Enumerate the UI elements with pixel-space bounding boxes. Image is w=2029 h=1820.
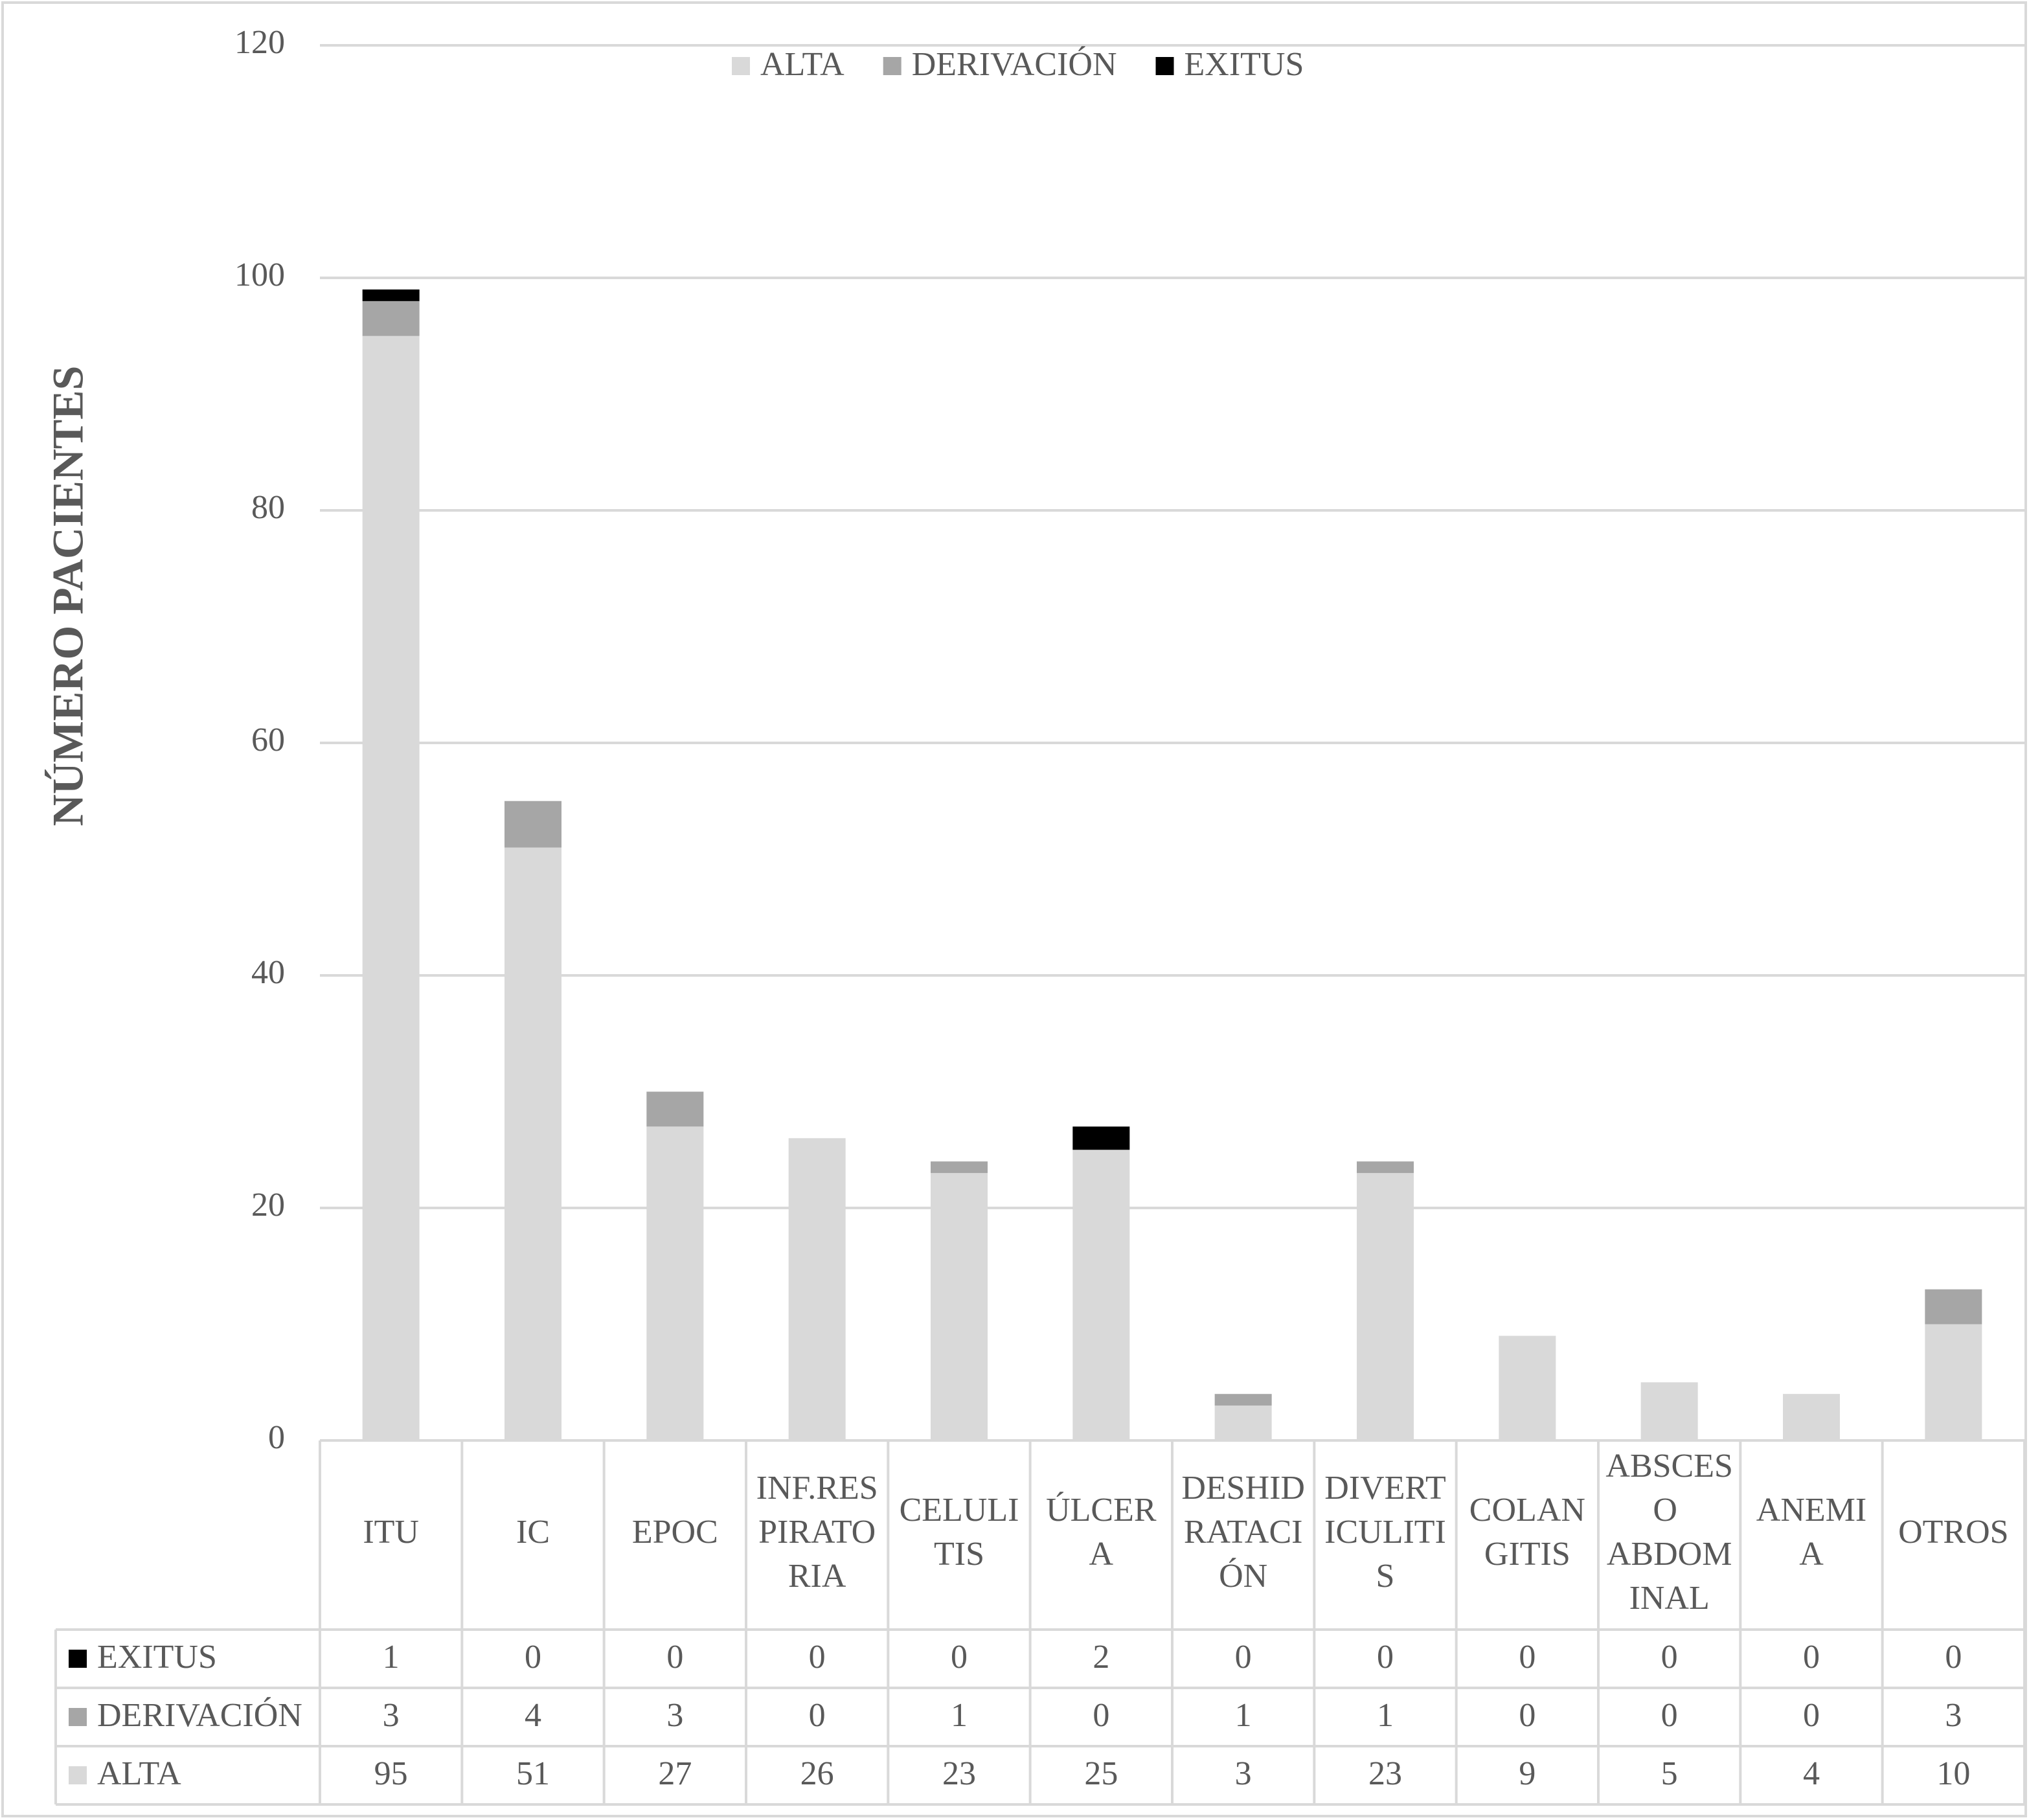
table-value: 0 — [1377, 1639, 1394, 1676]
table-value: 0 — [1235, 1639, 1252, 1676]
x-tick-label: INF.RES PIRATO RIA — [756, 1470, 878, 1595]
x-tick-label: IC — [516, 1514, 550, 1551]
bar-segment — [1214, 1405, 1272, 1440]
bar-segment — [1925, 1324, 1982, 1440]
bar-segment — [931, 1173, 988, 1440]
table-value: 3 — [1945, 1697, 1962, 1734]
x-tick-label: ANEMI A — [1756, 1492, 1866, 1573]
table-value: 0 — [666, 1639, 683, 1676]
table-value: 3 — [1235, 1755, 1252, 1792]
y-tick-label: 20 — [251, 1187, 285, 1223]
legend-label: DERIVACIÓN — [912, 45, 1117, 83]
y-tick-label: 120 — [234, 24, 285, 61]
table-value: 0 — [1519, 1697, 1536, 1734]
table-value: 51 — [516, 1755, 550, 1792]
legend-swatch — [883, 57, 901, 75]
bar-segment — [1357, 1161, 1414, 1174]
table-value: 1 — [383, 1639, 400, 1676]
table-value: 25 — [1084, 1755, 1118, 1792]
table-value: 3 — [383, 1697, 400, 1734]
bar-segment — [362, 336, 420, 1440]
table-value: 0 — [1093, 1697, 1109, 1734]
table-value: 0 — [1661, 1697, 1678, 1734]
table-value: 26 — [800, 1755, 834, 1792]
bar-segment — [362, 301, 420, 336]
table-value: 1 — [951, 1697, 968, 1734]
bar-segment — [1783, 1394, 1840, 1440]
table-value: 0 — [809, 1697, 826, 1734]
bar-segment — [646, 1126, 704, 1440]
bar-segment — [646, 1091, 704, 1127]
table-value: 95 — [374, 1755, 408, 1792]
table-value: 4 — [525, 1697, 541, 1734]
legend-label: EXITUS — [1185, 46, 1304, 83]
legend-key — [69, 1708, 87, 1726]
bar-segment — [504, 801, 561, 848]
row-label: ALTA — [97, 1755, 181, 1792]
x-tick-label: CELULI TIS — [900, 1492, 1019, 1573]
x-tick-label: ITU — [363, 1514, 419, 1551]
table-value: 4 — [1803, 1755, 1820, 1792]
table-value: 1 — [1235, 1697, 1252, 1734]
bar-segment — [362, 289, 420, 301]
y-tick-label: 100 — [234, 256, 285, 293]
table-value: 0 — [1803, 1697, 1820, 1734]
x-tick-label: COLAN GITIS — [1469, 1492, 1585, 1573]
table-value: 23 — [1368, 1755, 1402, 1792]
bar-segment — [1072, 1126, 1130, 1150]
table-value: 0 — [525, 1639, 541, 1676]
table-value: 0 — [951, 1639, 968, 1676]
table-value: 5 — [1661, 1755, 1678, 1792]
table-value: 3 — [666, 1697, 683, 1734]
y-axis-title: NÚMERO PACIENTES — [43, 366, 93, 826]
x-tick-label: DESHID RATACI ÓN — [1181, 1470, 1305, 1595]
table-value: 2 — [1093, 1639, 1109, 1676]
legend-key — [69, 1650, 87, 1668]
table-value: 0 — [809, 1639, 826, 1676]
bar-segment — [788, 1138, 846, 1440]
row-label: EXITUS — [97, 1639, 217, 1676]
legend-swatch — [732, 57, 750, 75]
y-tick-label: 0 — [268, 1419, 285, 1456]
table-value: 1 — [1377, 1697, 1394, 1734]
table-value: 10 — [1936, 1755, 1970, 1792]
x-tick-label: OTROS — [1898, 1514, 2008, 1551]
x-tick-label: DIVERT ICULITI S — [1324, 1470, 1446, 1595]
table-value: 23 — [942, 1755, 976, 1792]
row-label: DERIVACIÓN — [97, 1696, 302, 1734]
table-value: 0 — [1519, 1639, 1536, 1676]
bar-segment — [931, 1161, 988, 1174]
table-value: 9 — [1519, 1755, 1536, 1792]
x-tick-label: ÚLCER A — [1046, 1491, 1157, 1573]
x-tick-label: EPOC — [632, 1514, 718, 1551]
bar-segment — [1640, 1382, 1698, 1440]
y-tick-label: 80 — [251, 489, 285, 526]
y-tick-label: 40 — [251, 954, 285, 991]
y-tick-label: 60 — [251, 722, 285, 758]
bar-segment — [1499, 1336, 1556, 1440]
legend-label: ALTA — [760, 46, 844, 83]
x-tick-label: ABSCES O ABDOM INAL — [1605, 1448, 1733, 1617]
bar-segment — [1925, 1289, 1982, 1325]
bar-segment — [504, 847, 561, 1440]
bar-segment — [1214, 1394, 1272, 1406]
legend-key — [69, 1766, 87, 1784]
table-value: 0 — [1803, 1639, 1820, 1676]
table-value: 0 — [1661, 1639, 1678, 1676]
table-value: 0 — [1945, 1639, 1962, 1676]
legend-swatch — [1155, 57, 1174, 75]
bar-segment — [1072, 1150, 1130, 1440]
bar-segment — [1357, 1173, 1414, 1440]
table-value: 27 — [658, 1755, 692, 1792]
